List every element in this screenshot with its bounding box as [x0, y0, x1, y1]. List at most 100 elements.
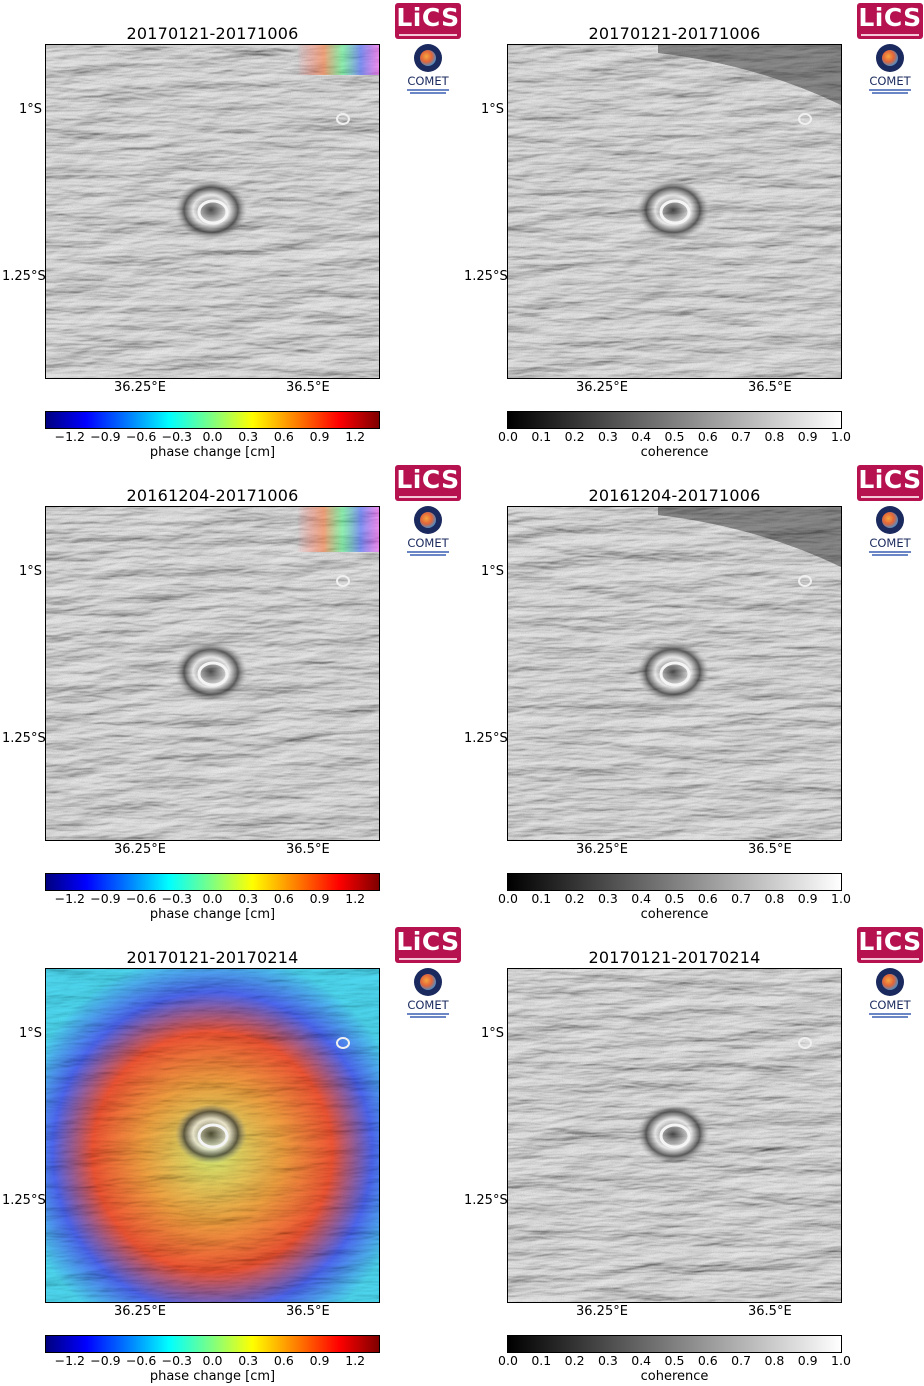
colorbar-tick-label: 0.5 [664, 891, 685, 906]
x-tick-label: 36.25°E [114, 842, 166, 857]
colorbar-tick-label: −0.6 [125, 429, 157, 444]
panel-title: 20161204-20171006 [126, 486, 299, 505]
colorbar-tick-label: 0.6 [697, 891, 718, 906]
colorbar-tick-label: 0.8 [764, 429, 785, 444]
colorbar-tick-label: 0.6 [697, 1353, 718, 1368]
comet-logo-line [407, 1013, 449, 1015]
colorbar-tick-label: 0.6 [697, 429, 718, 444]
colorbar-ticks: 0.0 0.1 0.2 0.3 0.4 0.5 0.6 0.7 0.8 0.9 1.0 [498, 1353, 851, 1368]
panel-title: 20170121-20170214 [588, 948, 761, 967]
y-tick-label: 1°S [18, 564, 42, 579]
colorbar-tick-label: −0.3 [161, 891, 192, 906]
colorbar-tick-label: 0.0 [202, 891, 223, 906]
colorbar-tick-label: 0.9 [797, 429, 818, 444]
caldera [175, 180, 247, 240]
colorbar-tick-label: 0.1 [531, 891, 552, 906]
colorbar-tick-label: 0.0 [498, 1353, 518, 1368]
colorbar [507, 873, 842, 891]
y-tick-label: 1°S [480, 102, 504, 117]
interferogram-map [507, 44, 842, 379]
colorbar-tick-label: 0.3 [238, 429, 259, 444]
comet-logo-line [872, 554, 908, 556]
colorbar-tick-label: −0.9 [90, 891, 121, 906]
y-tick-label: 1.25°S [2, 1193, 46, 1208]
caldera [637, 1104, 709, 1164]
x-tick-label: 36.25°E [576, 1304, 628, 1319]
comet-logo: COMET [864, 968, 916, 1018]
colorbar-tick-label: 0.9 [309, 1353, 330, 1368]
colorbar-tick-label: 0.7 [731, 429, 752, 444]
lics-logo-text: LiCS [858, 3, 922, 32]
colorbar-tick-label: 1.2 [345, 891, 366, 906]
caldera [637, 642, 709, 702]
interferogram-map [45, 968, 380, 1303]
small-cone [336, 1037, 350, 1049]
comet-globe-icon [876, 44, 904, 72]
colorbar-tick-label: 0.6 [273, 891, 294, 906]
colorbar-tick-label: 0.1 [531, 429, 552, 444]
caldera-rim [659, 199, 691, 225]
small-cone [336, 113, 350, 125]
figure-panel-coherence: 20161204-20171006 1°S 1.25°S 36.25°E 36.… [462, 462, 924, 924]
colorbar-tick-label: 0.3 [597, 1353, 618, 1368]
map-image [46, 45, 379, 378]
y-tick-label: 1°S [18, 102, 42, 117]
comet-logo-line [407, 551, 449, 553]
colorbar-ticks: −1.2 −0.9 −0.6 −0.3 0.0 0.3 0.6 0.9 1.2 [45, 429, 380, 444]
lics-logo-text: LiCS [396, 465, 460, 494]
x-tick-label: 36.5°E [286, 380, 330, 395]
colorbar-tick-label: 1.2 [345, 1353, 366, 1368]
map-image [46, 969, 379, 1302]
lics-logo-underline [399, 34, 457, 36]
comet-logo-line [407, 89, 449, 91]
lics-logo-underline [861, 496, 919, 498]
lics-logo: LiCS [395, 465, 461, 501]
comet-logo-line [410, 1016, 446, 1018]
small-cone [336, 575, 350, 587]
colorbar-tick-label: 0.4 [631, 1353, 652, 1368]
comet-globe-center [420, 974, 436, 990]
caldera-rim [659, 661, 691, 687]
caldera-rim [659, 1123, 691, 1149]
colorbar-tick-label: 0.7 [731, 891, 752, 906]
x-tick-label: 36.5°E [748, 380, 792, 395]
small-cone [798, 113, 812, 125]
colorbar-tick-label: 0.0 [498, 891, 518, 906]
colorbar-tick-label: 0.3 [238, 1353, 259, 1368]
small-cone [798, 1037, 812, 1049]
lics-logo: LiCS [395, 3, 461, 39]
comet-globe-center [882, 512, 898, 528]
colorbar [507, 1335, 842, 1353]
comet-globe-icon [414, 506, 442, 534]
colorbar-ticks: −1.2 −0.9 −0.6 −0.3 0.0 0.3 0.6 0.9 1.2 [45, 891, 380, 906]
colorbar-tick-label: 0.8 [764, 1353, 785, 1368]
colorbar-tick-label: 0.5 [664, 1353, 685, 1368]
comet-logo: COMET [402, 44, 454, 94]
colorbar-ticks: 0.0 0.1 0.2 0.3 0.4 0.5 0.6 0.7 0.8 0.9 1.0 [498, 891, 851, 906]
lics-logo-text: LiCS [396, 927, 460, 956]
lics-logo: LiCS [857, 3, 923, 39]
lics-logo-underline [399, 958, 457, 960]
colorbar-tick-label: 1.0 [831, 1353, 851, 1368]
y-tick-label: 1°S [18, 1026, 42, 1041]
colorbar-tick-label: 0.3 [597, 429, 618, 444]
colorbar-tick-label: 0.6 [273, 1353, 294, 1368]
comet-logo-line [869, 551, 911, 553]
y-tick-label: 1.25°S [464, 269, 508, 284]
colorbar-tick-label: 0.0 [202, 1353, 223, 1368]
comet-logo-line [872, 1016, 908, 1018]
comet-logo-text: COMET [869, 74, 911, 88]
comet-logo-line [869, 89, 911, 91]
caldera-rim [197, 1123, 229, 1149]
comet-logo-line [410, 92, 446, 94]
x-tick-label: 36.5°E [286, 842, 330, 857]
panel-title: 20170121-20171006 [126, 24, 299, 43]
colorbar-label: coherence [640, 445, 709, 460]
lics-logo-text: LiCS [858, 465, 922, 494]
map-image [508, 45, 841, 378]
comet-globe-icon [414, 44, 442, 72]
interferogram-map [507, 968, 842, 1303]
comet-logo-line [410, 554, 446, 556]
lics-logo-underline [861, 958, 919, 960]
colorbar-tick-label: −0.3 [161, 429, 192, 444]
